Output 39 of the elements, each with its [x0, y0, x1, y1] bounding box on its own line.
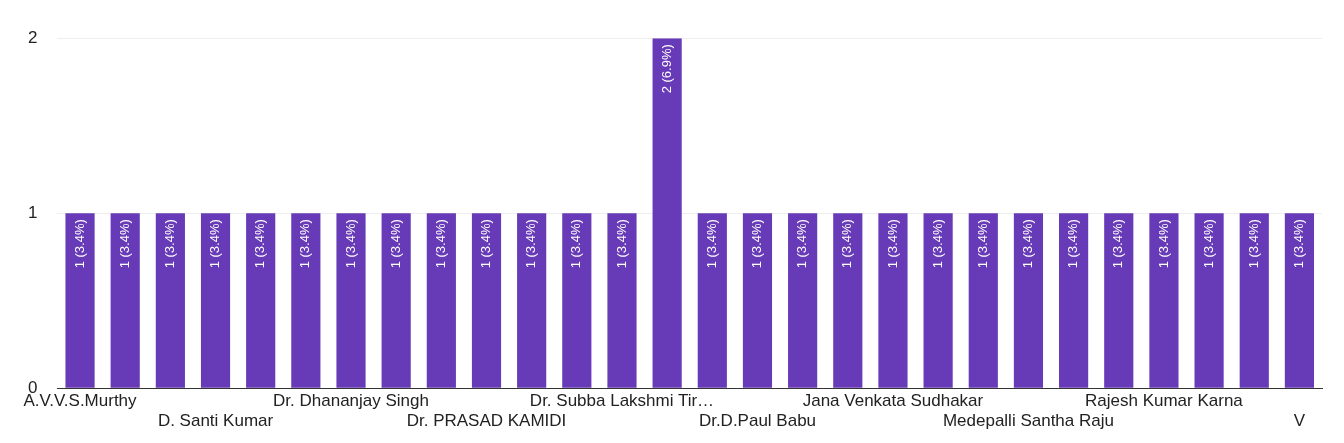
data-label: 1 (3.4%)	[929, 219, 945, 269]
data-label: 1 (3.4%)	[749, 219, 765, 269]
x-tick-label: Dr.D.Paul Babu	[698, 411, 817, 431]
data-label: 1 (3.4%)	[974, 219, 990, 269]
data-label: 1 (3.4%)	[703, 219, 719, 269]
data-label: 1 (3.4%)	[252, 219, 268, 269]
data-label: 1 (3.4%)	[1065, 219, 1081, 269]
x-tick-label: Dr. Subba Lakshmi Tir…	[529, 391, 715, 411]
data-label: 1 (3.4%)	[116, 219, 132, 269]
data-label: 1 (3.4%)	[523, 219, 539, 269]
data-label: 1 (3.4%)	[207, 219, 223, 269]
data-label: 1 (3.4%)	[432, 219, 448, 269]
data-label: 1 (3.4%)	[1020, 219, 1036, 269]
data-label: 1 (3.4%)	[71, 219, 87, 269]
data-label: 1 (3.4%)	[1110, 219, 1126, 269]
y-tick-label: 1	[27, 202, 38, 222]
data-label: 1 (3.4%)	[297, 219, 313, 269]
y-tick-label: 2	[27, 27, 38, 47]
data-label: 1 (3.4%)	[387, 219, 403, 269]
x-tick-label: Dr. Dhananjay Singh	[273, 391, 429, 411]
x-tick-label: Dr. PRASAD KAMIDI	[406, 411, 567, 431]
data-label: 1 (3.4%)	[839, 219, 855, 269]
data-label: 1 (3.4%)	[1200, 219, 1216, 269]
data-label: 1 (3.4%)	[1291, 219, 1306, 269]
data-label: 1 (3.4%)	[478, 219, 494, 269]
data-label: 1 (3.4%)	[1155, 219, 1171, 269]
data-label: 1 (3.4%)	[794, 219, 810, 269]
x-tick-label: Medepalli Santha Raju	[942, 411, 1114, 431]
x-tick-label: D. Santi Kumar	[157, 411, 274, 431]
x-tick-label: Jana Venkata Sudhakar	[802, 391, 984, 411]
x-tick-label: V	[1293, 411, 1306, 431]
x-tick-label: Rajesh Kumar Karna	[1085, 391, 1244, 411]
data-label: 1 (3.4%)	[342, 219, 358, 269]
data-label: 1 (3.4%)	[568, 219, 584, 269]
data-label: 1 (3.4%)	[884, 219, 900, 269]
data-label: 1 (3.4%)	[613, 219, 629, 269]
data-label: 1 (3.4%)	[1245, 219, 1261, 269]
data-label: 1 (3.4%)	[161, 219, 177, 269]
data-label: 2 (6.9%)	[658, 44, 674, 94]
